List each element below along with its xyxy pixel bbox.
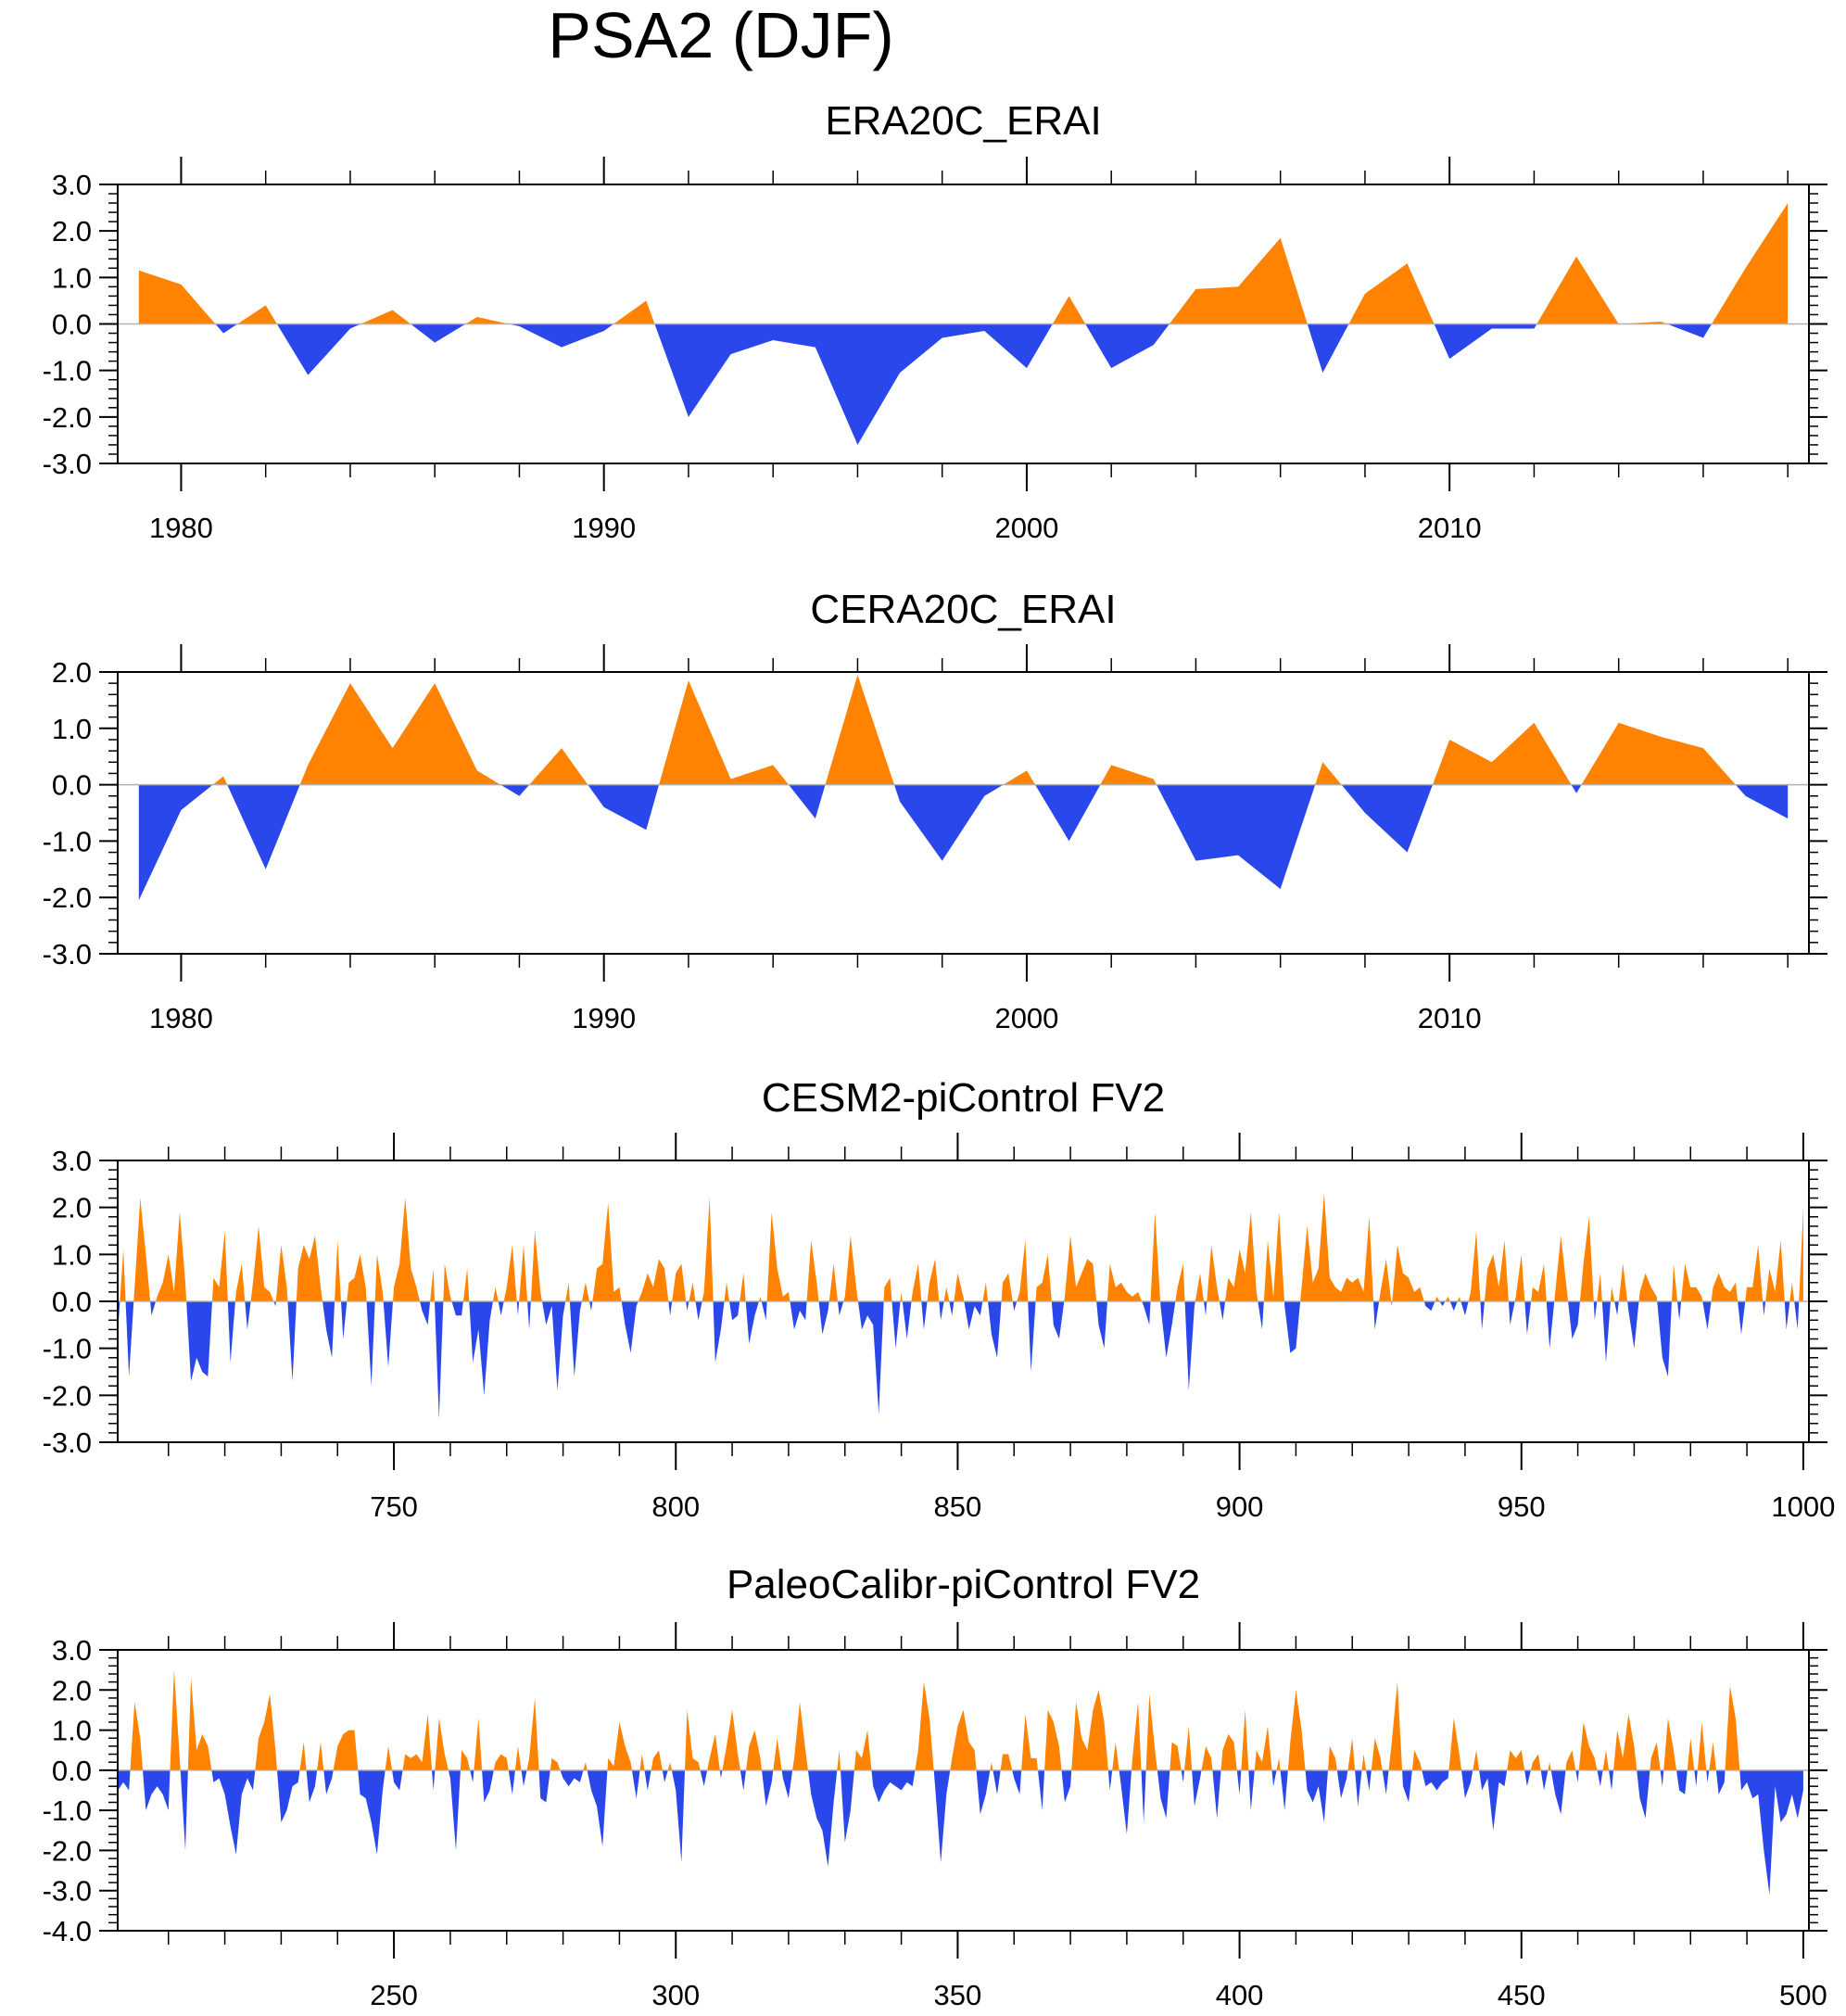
x-tick-label: 950 xyxy=(1498,1490,1546,1523)
x-tick-label: 2010 xyxy=(1418,1002,1482,1034)
negative-area xyxy=(138,784,1789,901)
x-tick-label: 1990 xyxy=(572,512,636,544)
y-tick-label: -2.0 xyxy=(43,881,92,914)
y-tick-label: -1.0 xyxy=(43,1333,92,1365)
y-tick-label: -1.0 xyxy=(43,1794,92,1827)
chart-panel-4: PaleoCalibr-piControl FV2 -4.0 -3.0 -2.0 -1.… xyxy=(43,1562,1827,2011)
y-tick-label: 1.0 xyxy=(52,713,92,745)
x-tick-label: 2010 xyxy=(1418,512,1482,544)
y-tick-label: -2.0 xyxy=(43,1834,92,1867)
y-tick-label: 3.0 xyxy=(52,169,92,201)
x-tick-label: 850 xyxy=(934,1490,982,1523)
x-tick-label: 450 xyxy=(1498,1979,1546,2011)
y-tick-label: -4.0 xyxy=(43,1915,92,1947)
y-tick-label: -2.0 xyxy=(43,1379,92,1412)
x-tick-label: 1980 xyxy=(149,1002,213,1034)
y-tick-label: 0.0 xyxy=(52,1755,92,1787)
y-tick-label: 2.0 xyxy=(52,1674,92,1706)
x-tick-label: 1990 xyxy=(572,1002,636,1034)
panel-title: CERA20C_ERAI xyxy=(810,587,1116,632)
positive-area xyxy=(118,1669,1803,1770)
x-tick-label: 1980 xyxy=(149,512,213,544)
x-tick-label: 900 xyxy=(1216,1490,1264,1523)
negative-area xyxy=(118,1301,1803,1419)
y-tick-label: 0.0 xyxy=(52,1286,92,1318)
y-tick-label: -3.0 xyxy=(43,1426,92,1459)
plot-frame xyxy=(117,1649,1810,1932)
panel-title: ERA20C_ERAI xyxy=(825,98,1101,144)
negative-area xyxy=(138,323,1789,445)
y-tick-label: -3.0 xyxy=(43,938,92,970)
y-tick-label: 2.0 xyxy=(52,1192,92,1224)
chart-panel-1: ERA20C_ERAI -3.0 -2.0 -1.0 0.0 1.0 2.0 3.0 1980 1… xyxy=(43,98,1827,544)
x-tick-label: 1000 xyxy=(1771,1490,1835,1523)
x-tick-label: 350 xyxy=(934,1979,982,2011)
x-tick-label: 2000 xyxy=(994,1002,1058,1034)
y-tick-label: 0.0 xyxy=(52,309,92,341)
positive-area xyxy=(118,1193,1803,1301)
y-tick-label: 0.0 xyxy=(52,769,92,802)
negative-area xyxy=(118,1769,1803,1896)
y-tick-label: 2.0 xyxy=(52,656,92,689)
y-tick-label: 1.0 xyxy=(52,1715,92,1747)
x-tick-label: 800 xyxy=(651,1490,700,1523)
y-tick-label: 3.0 xyxy=(52,1634,92,1667)
panel-title: PaleoCalibr-piControl FV2 xyxy=(727,1562,1200,1607)
y-tick-label: -3.0 xyxy=(43,448,92,480)
chart-panel-3: CESM2-piControl FV2 -3.0 -2.0 -1.0 0.0 1.0 2.0… xyxy=(43,1075,1836,1523)
y-tick-label: -2.0 xyxy=(43,401,92,434)
x-tick-label: 250 xyxy=(370,1979,418,2011)
y-tick-label: 1.0 xyxy=(52,261,92,294)
plot-frame xyxy=(117,671,1810,955)
y-tick-label: -1.0 xyxy=(43,355,92,387)
x-tick-label: 400 xyxy=(1216,1979,1264,2011)
positive-area xyxy=(138,675,1789,785)
x-tick-label: 500 xyxy=(1779,1979,1827,2011)
chart-panel-2: CERA20C_ERAI -3.0 -2.0 -1.0 0.0 1.0 2.0 1980 199… xyxy=(43,587,1827,1034)
panels: ERA20C_ERAI -3.0 -2.0 -1.0 0.0 1.0 2.0 3.0 1980 1… xyxy=(43,98,1836,2011)
y-tick-label: 3.0 xyxy=(52,1145,92,1177)
y-tick-label: -3.0 xyxy=(43,1875,92,1908)
x-tick-label: 2000 xyxy=(994,512,1058,544)
panel-title: CESM2-piControl FV2 xyxy=(762,1075,1165,1121)
positive-area xyxy=(138,203,1789,324)
x-tick-label: 300 xyxy=(651,1979,700,2011)
x-tick-label: 750 xyxy=(370,1490,418,1523)
y-tick-label: -1.0 xyxy=(43,825,92,857)
y-tick-label: 1.0 xyxy=(52,1238,92,1271)
y-tick-label: 2.0 xyxy=(52,215,92,247)
figure-title: PSA2 (DJF) xyxy=(548,0,893,71)
